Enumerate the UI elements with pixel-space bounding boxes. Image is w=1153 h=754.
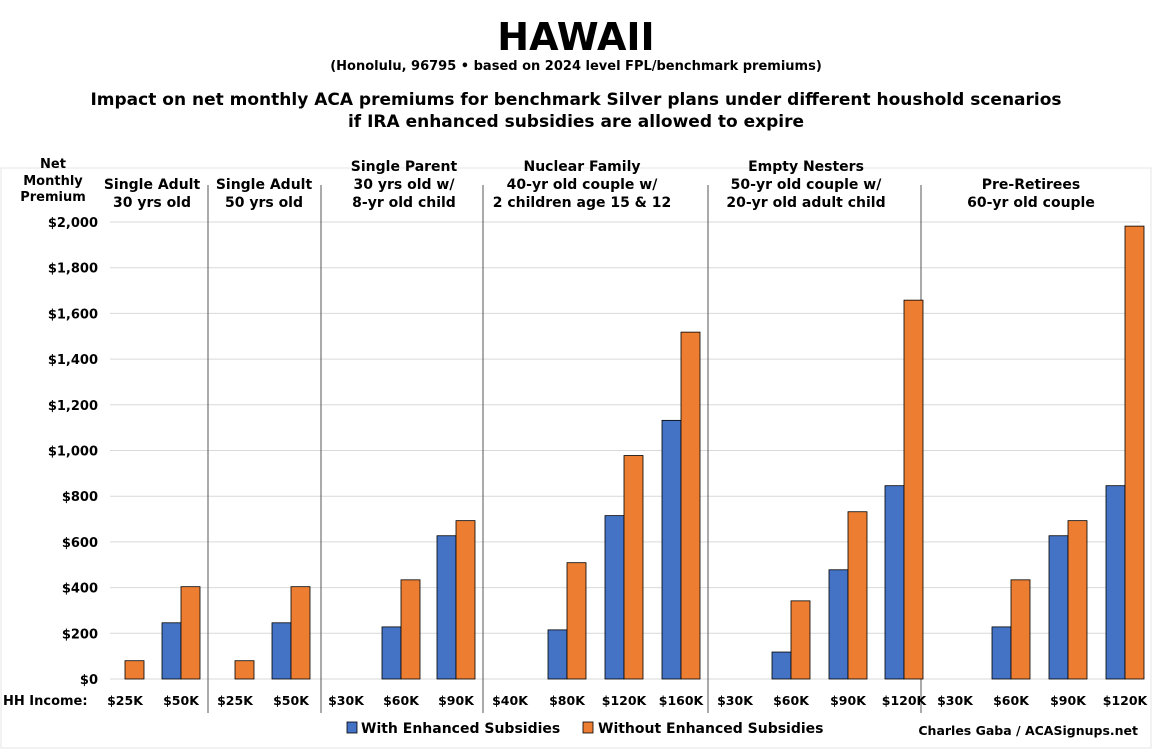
legend: With Enhanced Subsidies Without Enhanced… [346, 721, 824, 737]
bar-with-enhanced-subsidies [1105, 485, 1126, 680]
x-tick-label: $60K [383, 693, 420, 708]
x-tick-label: $25K [107, 693, 144, 708]
group-label-line: 30 yrs old w/ [354, 177, 456, 193]
x-axis-label: HH Income: [3, 694, 88, 709]
bar-without-enhanced-subsidies [680, 331, 701, 680]
group-label-line: 8-yr old child [352, 195, 456, 211]
x-tick-label: $50K [163, 693, 200, 708]
bar-without-enhanced-subsidies [903, 299, 924, 680]
y-axis-label-line-1: Net [40, 157, 66, 172]
bar-without-enhanced-subsidies [1067, 520, 1088, 680]
y-axis-label-line-2: Monthly [23, 174, 83, 189]
y-tick-label: $200 [62, 627, 98, 642]
x-tick-label: $90K [1050, 693, 1087, 708]
bar-without-enhanced-subsidies [1010, 579, 1031, 680]
y-tick-label: $1,400 [48, 353, 98, 368]
group-1: Single Adult 50 yrs old $25K $50K [216, 177, 313, 708]
bar-without-enhanced-subsidies [623, 455, 644, 680]
legend-swatch-with [346, 721, 358, 734]
chart-title: HAWAII [497, 15, 654, 59]
x-tick-label: $30K [937, 693, 974, 708]
group-label-line: Single Adult [216, 177, 313, 193]
bar-without-enhanced-subsidies [290, 586, 311, 680]
group-label-line: 50 yrs old [225, 195, 303, 211]
x-tick-label: $60K [773, 693, 810, 708]
group-label-line: Pre-Retirees [982, 177, 1080, 193]
group-label-line: 60-yr old couple [967, 195, 1095, 211]
bar-with-enhanced-subsidies [547, 629, 568, 680]
group-5: Pre-Retirees 60-yr old couple $30K $60K $90K… [937, 177, 1148, 708]
legend-swatch-without [582, 721, 594, 734]
bar-with-enhanced-subsidies [661, 419, 682, 680]
chart-heading-line-1: Impact on net monthly ACA premiums for b… [90, 90, 1061, 110]
group-label-line: Empty Nesters [748, 159, 864, 175]
bar-without-enhanced-subsidies [566, 562, 587, 680]
x-tick-label: $90K [438, 693, 475, 708]
group-0: Single Adult 30 yrs old $25K $50K [104, 177, 201, 708]
group-label-line: 30 yrs old [113, 195, 191, 211]
group-label-line: Nuclear Family [523, 159, 640, 175]
y-tick-label: $400 [62, 582, 98, 597]
bar-without-enhanced-subsidies [847, 511, 868, 680]
x-tick-label: $40K [492, 693, 529, 708]
x-tick-label: $50K [273, 693, 310, 708]
x-tick-label: $90K [830, 693, 867, 708]
bar-with-enhanced-subsidies [1048, 535, 1069, 680]
y-tick-label: $0 [80, 673, 98, 688]
bar-with-enhanced-subsidies [161, 622, 182, 680]
bar-without-enhanced-subsidies [790, 600, 811, 680]
chart-subtitle: (Honolulu, 96795 • based on 2024 level F… [330, 59, 822, 74]
group-label-line: 50-yr old couple w/ [731, 177, 883, 193]
x-tick-label: $120K [1103, 693, 1149, 708]
x-tick-label: $120K [882, 693, 928, 708]
group-label-line: 2 children age 15 & 12 [493, 195, 672, 211]
x-tick-label: $30K [328, 693, 365, 708]
x-tick-label: $120K [602, 693, 648, 708]
bar-with-enhanced-subsidies [884, 485, 905, 680]
x-tick-label: $30K [717, 693, 754, 708]
group-4: Empty Nesters 50-yr old couple w/20-yr ol… [717, 159, 927, 708]
bar-with-enhanced-subsidies [604, 515, 625, 680]
group-label-line: 20-yr old adult child [726, 195, 885, 211]
x-tick-label: $60K [993, 693, 1030, 708]
legend-label-without: Without Enhanced Subsidies [598, 721, 824, 737]
y-tick-label: $1,600 [48, 307, 98, 322]
bar-without-enhanced-subsidies [455, 520, 476, 680]
bar-with-enhanced-subsidies [771, 651, 792, 680]
group-3: Nuclear Family 40-yr old couple w/2 child… [492, 159, 704, 708]
x-tick-label: $25K [217, 693, 254, 708]
x-tick-label: $80K [549, 693, 586, 708]
bar-without-enhanced-subsidies [234, 660, 255, 680]
y-tick-label: $800 [62, 490, 98, 505]
bar-without-enhanced-subsidies [124, 660, 145, 680]
y-axis-label-line-3: Premium [20, 190, 86, 205]
bar-with-enhanced-subsidies [381, 626, 402, 680]
y-tick-label: $600 [62, 536, 98, 551]
x-tick-label: $160K [659, 693, 705, 708]
bar-without-enhanced-subsidies [400, 579, 421, 680]
bar-without-enhanced-subsidies [180, 586, 201, 680]
group-2: Single Parent 30 yrs old w/8-yr old child… [328, 159, 476, 708]
y-tick-label: $2,000 [48, 216, 98, 231]
bar-with-enhanced-subsidies [828, 569, 849, 680]
legend-label-with: With Enhanced Subsidies [361, 721, 560, 737]
bar-with-enhanced-subsidies [436, 535, 457, 680]
y-tick-label: $1,000 [48, 445, 98, 460]
group-label-line: Single Adult [104, 177, 201, 193]
credit: Charles Gaba / ACASignups.net [918, 723, 1138, 738]
y-tick-label: $1,800 [48, 262, 98, 277]
bar-with-enhanced-subsidies [991, 626, 1012, 680]
chart-heading-line-2: if IRA enhanced subsidies are allowed to… [348, 112, 804, 132]
bar-with-enhanced-subsidies [271, 622, 292, 680]
group-label-line: Single Parent [351, 159, 458, 175]
bar-without-enhanced-subsidies [1124, 225, 1145, 680]
group-label-line: 40-yr old couple w/ [507, 177, 659, 193]
y-tick-label: $1,200 [48, 399, 98, 414]
